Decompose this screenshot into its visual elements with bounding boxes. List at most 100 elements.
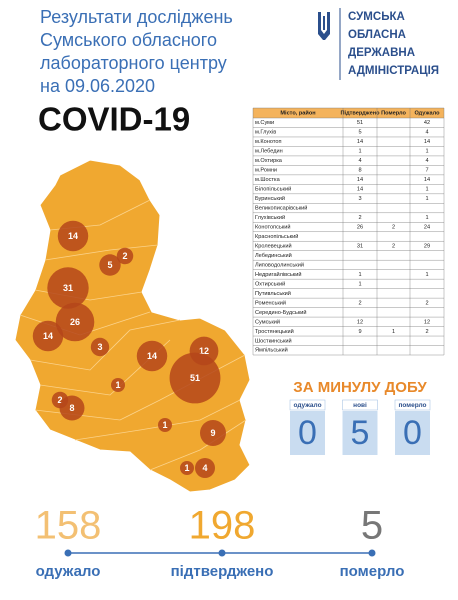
- table-cell: 2: [392, 225, 395, 231]
- table-header-cell: Підтверджено: [341, 110, 381, 116]
- map-bubble: [200, 420, 226, 446]
- map-bubble: [136, 340, 168, 372]
- daily-value: 0: [298, 414, 317, 452]
- total-dot: [218, 549, 226, 557]
- table-cell: 5: [358, 130, 361, 136]
- table-cell: 9: [358, 329, 361, 335]
- map-bubble-label: 1: [115, 380, 120, 390]
- title-line: на 09.06.2020: [40, 76, 155, 96]
- map-bubble: [111, 378, 125, 392]
- logo-line: СУМСЬКА: [348, 11, 405, 23]
- table-row-name: Сумський: [255, 318, 280, 325]
- table-cell: 1: [425, 149, 428, 155]
- table-cell: 4: [425, 158, 428, 164]
- map-bubble-label: 4: [202, 463, 207, 473]
- map-bubble-label: 9: [210, 428, 215, 438]
- daily-title: ЗА МИНУЛУ ДОБУ: [293, 379, 427, 396]
- table-cell: 8: [358, 168, 361, 174]
- table-row-name: м.Конотоп: [255, 139, 282, 145]
- table-header-cell: Місто, район: [280, 109, 315, 116]
- table-row-name: Ямпільський: [255, 347, 288, 354]
- map-bubble: [180, 461, 194, 475]
- table-header-cell: Померло: [381, 110, 406, 116]
- table-cell: 2: [425, 300, 428, 306]
- total-value: 158: [35, 504, 102, 548]
- table-cell: 1: [425, 272, 428, 278]
- daily-label-box: [289, 399, 326, 411]
- map-bubble: [47, 267, 89, 309]
- table-cell: 14: [357, 187, 363, 193]
- map-bubble-label: 3: [97, 342, 102, 352]
- table-cell: 1: [425, 196, 428, 202]
- daily-value-box: [395, 411, 430, 455]
- table-row-name: Тростянецький: [255, 328, 294, 335]
- table-cell: 3: [358, 196, 361, 202]
- table-row-name: Глухівський: [255, 214, 285, 221]
- table-cell: 31: [357, 243, 363, 249]
- total-label: померло: [340, 563, 405, 580]
- table-bg: [253, 118, 444, 355]
- total-label: підтверджено: [171, 563, 274, 580]
- daily-value-box: [290, 411, 325, 455]
- table-row-name: Липоводолинський: [255, 261, 304, 268]
- table-cell: 12: [357, 319, 363, 325]
- table-row-name: Роменський: [255, 299, 286, 306]
- table-cell: 42: [424, 120, 430, 126]
- table-cell: 2: [358, 215, 361, 221]
- table-cell: 29: [424, 243, 430, 249]
- total-value: 5: [361, 504, 383, 548]
- total-dot: [64, 549, 72, 557]
- map-bubble: [59, 395, 85, 421]
- table-row-name: Лебединський: [255, 252, 292, 259]
- table-cell: 1: [425, 215, 428, 221]
- map-bubble: [55, 302, 95, 342]
- map-bubble-label: 5: [107, 260, 112, 270]
- map-bubble-label: 1: [184, 463, 189, 473]
- table-row-name: Краснопільський: [255, 233, 298, 240]
- daily-value-box: [342, 411, 378, 455]
- table-cell: 1: [392, 329, 395, 335]
- table-cell: 12: [424, 319, 430, 325]
- table-row-name: Кролевецький: [255, 242, 292, 249]
- table-row-name: Конотопський: [255, 224, 291, 231]
- map-bubble-label: 2: [122, 251, 127, 261]
- table-row-name: Охтирський: [255, 280, 285, 287]
- map-bubble-label: 26: [70, 317, 80, 327]
- map-bubble-label: 12: [199, 346, 209, 356]
- daily-label-box: [394, 399, 431, 411]
- title-line: Результати досліджень: [40, 7, 233, 27]
- table-cell: 14: [424, 139, 430, 145]
- map-bubble: [195, 458, 215, 478]
- title-line: лабораторного центру: [40, 53, 227, 73]
- map-bubble-label: 14: [68, 231, 78, 241]
- map-bubble: [90, 337, 110, 357]
- total-dot: [368, 549, 376, 557]
- table-cell: 1: [358, 149, 361, 155]
- daily-value: 0: [403, 414, 422, 452]
- table-cell: 14: [424, 177, 430, 183]
- daily-label-box: [342, 399, 378, 411]
- map-bubble-label: 14: [43, 331, 53, 341]
- table-cell: 2: [425, 329, 428, 335]
- table-cell: 4: [358, 158, 361, 164]
- map-bubble-label: 1: [162, 420, 167, 430]
- map-bubble-label: 51: [190, 373, 200, 383]
- table-row-name: Путивльський: [255, 290, 291, 297]
- map-bubble-label: 31: [63, 283, 73, 293]
- table-cell: 1: [358, 281, 361, 287]
- table-cell: 4: [425, 130, 428, 136]
- table-row-name: м.Шостка: [255, 177, 281, 183]
- map-bubble: [116, 247, 134, 265]
- table-cell: 14: [357, 139, 363, 145]
- map-bubble: [32, 320, 64, 352]
- table-row-name: Недригайлівський: [255, 271, 302, 278]
- table-cell: 2: [392, 243, 395, 249]
- map-bubble: [57, 220, 89, 252]
- table-cell: 14: [357, 177, 363, 183]
- table-row-name: м.Охтирка: [255, 158, 283, 164]
- table-row-name: м.Лебедин: [255, 149, 283, 155]
- table-header-bg: [253, 108, 444, 118]
- map-bubble: [99, 254, 121, 276]
- table-cell: 1: [358, 272, 361, 278]
